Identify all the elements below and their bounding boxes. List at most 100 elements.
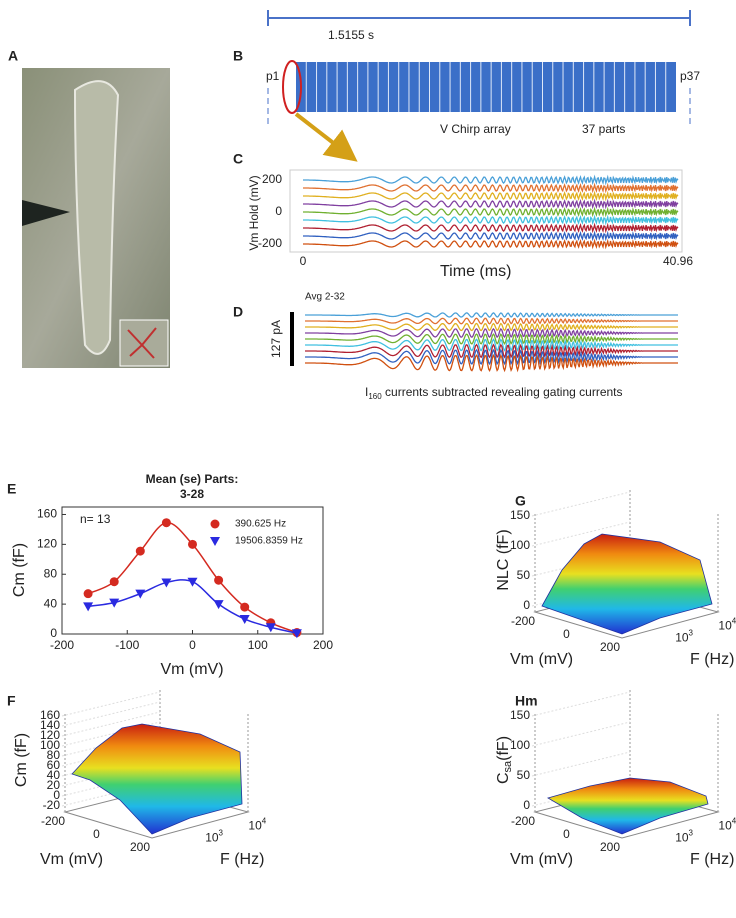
panel-label: Hm: [515, 693, 538, 709]
marker: [109, 598, 120, 608]
y-tick-label: -200: [258, 236, 282, 250]
caption: I160 currents subtracted revealing gatin…: [365, 385, 623, 401]
y-tick-label: 200: [262, 172, 282, 186]
z-tick-label: 0: [523, 598, 530, 612]
y-tick-label: 103: [675, 628, 693, 644]
trace: [303, 214, 679, 226]
trace: [305, 353, 678, 373]
x-tick-label: 0: [563, 627, 570, 641]
x-label: Time (ms): [440, 263, 511, 280]
z-label-main: NLC (fF): [495, 529, 512, 590]
z-tick: [61, 691, 161, 717]
chart-subtitle: 3-28: [180, 487, 204, 501]
y-label: Vm Hold (mV): [247, 175, 261, 250]
x-tick-label: 0: [93, 827, 100, 841]
series-line: [87, 579, 298, 634]
tick-exp: 3: [689, 628, 694, 637]
z-tick-label: 40: [47, 768, 61, 782]
z-tick-label: 80: [47, 748, 61, 762]
arrow: [294, 112, 358, 162]
y-label: F (Hz): [690, 651, 734, 668]
marker: [214, 575, 224, 585]
y-label: F (Hz): [690, 851, 734, 868]
highlight: [282, 60, 302, 114]
marker: [109, 577, 119, 587]
traces: [305, 312, 678, 373]
tick-exp: 3: [219, 828, 224, 837]
chart-title: Mean (se) Parts:: [146, 472, 239, 486]
trace: [303, 238, 679, 250]
trace: [303, 174, 679, 186]
z-tick-label: 20: [47, 778, 61, 792]
trace: [303, 230, 679, 242]
y-tick-label: 0: [275, 204, 282, 218]
x-tick-label: -200: [511, 614, 535, 628]
x-tick-label: 200: [130, 840, 150, 854]
marker: [83, 602, 94, 612]
z-tick-label: 140: [40, 718, 60, 732]
z-tick: [531, 491, 631, 517]
trace: [303, 206, 679, 218]
x-label: Vm (mV): [160, 661, 223, 678]
legend-marker: [210, 537, 220, 546]
scale-label: 127 pA: [269, 320, 283, 358]
caption-main: I: [365, 385, 368, 399]
caption-rest: currents subtracted revealing gating cur…: [382, 385, 623, 399]
trace: [305, 348, 678, 366]
axes: [289, 169, 683, 253]
z-tick-label: 150: [510, 508, 530, 522]
pipette: [22, 200, 70, 226]
x-tick-label: 200: [313, 638, 333, 652]
y-tick-label: 104: [248, 817, 266, 833]
panel-label: D: [233, 304, 243, 320]
panel-label: A: [8, 48, 18, 64]
z-tick-label: 0: [523, 798, 530, 812]
z-tick: [61, 711, 161, 737]
marker: [240, 602, 250, 612]
array-label: V Chirp array: [440, 122, 511, 136]
trace: [305, 333, 678, 345]
z-tick-label: 60: [47, 758, 61, 772]
z-tick-label: 100: [40, 738, 60, 752]
surface: [71, 723, 243, 835]
trace: [303, 198, 679, 210]
end-label: p37: [680, 69, 700, 83]
cell: [73, 80, 120, 355]
parts-label: 37 parts: [582, 122, 625, 136]
trace: [303, 222, 679, 234]
x-label: Vm (mV): [510, 651, 573, 668]
trace: [303, 190, 679, 202]
trace: [305, 312, 678, 318]
y-tick-label: 104: [718, 817, 736, 833]
z-tick-label: 50: [517, 768, 531, 782]
chart: -200 -100 0 100 200 0 40 80 120 160 390.625 Hz 1950…: [37, 506, 333, 652]
marker: [83, 589, 93, 599]
marker: [239, 615, 250, 625]
trace: [303, 182, 679, 194]
marker: [135, 589, 146, 599]
marker: [291, 629, 302, 639]
z-tick: [531, 521, 631, 547]
z-label: Cm (fF): [13, 733, 30, 787]
z-tick-label: 0: [53, 788, 60, 802]
panel-label: E: [7, 481, 16, 497]
z-label: Csa(fF): [495, 736, 514, 784]
tick-base: 10: [248, 819, 262, 833]
marker: [161, 578, 172, 588]
caption-sub: 160: [368, 392, 382, 401]
panel-label: F: [7, 693, 16, 709]
y-tick-label: 160: [37, 507, 57, 521]
z-tick: [531, 751, 631, 777]
z-label-main: C: [495, 772, 512, 784]
x-tick-label: 0: [300, 254, 307, 268]
marker: [187, 577, 198, 587]
x-label: Vm (mV): [40, 851, 103, 868]
x-label: Vm (mV): [510, 851, 573, 868]
tick-exp: 3: [689, 828, 694, 837]
y-tick-label: 104: [718, 617, 736, 633]
trace: [305, 327, 678, 339]
traces: [303, 174, 679, 250]
chirp-array: [296, 62, 676, 112]
